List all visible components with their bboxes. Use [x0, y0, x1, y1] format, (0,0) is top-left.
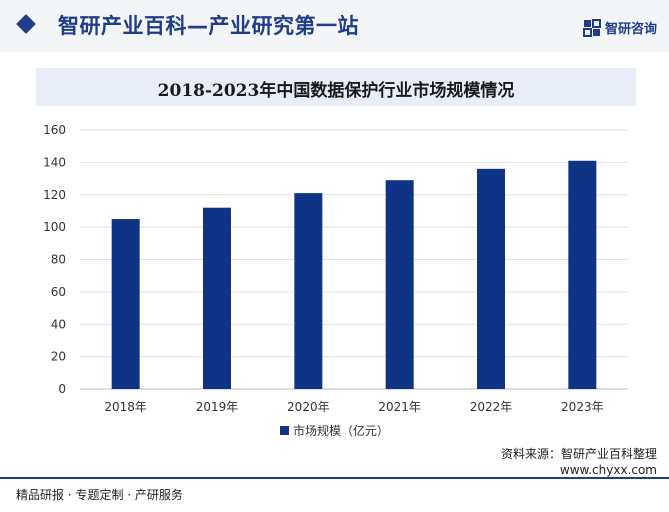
source-line: 资料来源：智研产业百科整理	[500, 447, 657, 461]
legend-swatch	[280, 426, 289, 435]
chart-title: 2018-2023年中国数据保护行业市场规模情况	[157, 81, 515, 101]
bar	[203, 207, 231, 389]
source-note: 资料来源：智研产业百科整理 www.chyxx.com	[501, 446, 657, 478]
bar	[294, 193, 323, 389]
source-url: www.chyxx.com	[559, 463, 657, 477]
y-tick-label: 140	[43, 155, 66, 169]
bar	[477, 168, 505, 389]
brand-name: 智研咨询	[604, 22, 657, 37]
page-header: 智研产业百科—产业研究第一站 智研咨询	[0, 0, 669, 52]
brand-logo[interactable]: 智研咨询	[582, 18, 657, 37]
bar	[568, 160, 597, 389]
bar-chart: 0 20 40 60 80 100 120 140 160 2018年 2019年 2020年 2021…	[43, 123, 628, 438]
x-tick-label: 2022年	[470, 400, 513, 414]
y-tick-label: 120	[43, 188, 66, 202]
chart-title-bar: 2018-2023年中国数据保护行业市场规模情况	[36, 68, 636, 106]
y-tick-label: 40	[51, 317, 66, 331]
diamond-icon	[16, 14, 36, 34]
bar	[385, 180, 414, 389]
brand-logo-icon	[582, 18, 601, 37]
y-tick-label: 60	[51, 285, 66, 299]
x-tick-label: 2023年	[561, 400, 604, 414]
bar	[111, 219, 140, 389]
y-tick-label: 20	[51, 350, 66, 364]
x-tick-label: 2019年	[196, 400, 239, 414]
y-tick-label: 0	[58, 382, 66, 396]
footer-services: 精品研报 · 专题定制 · 产研服务	[16, 488, 183, 502]
header-title: 智研产业百科—产业研究第一站	[58, 14, 359, 38]
y-tick-label: 160	[43, 123, 66, 137]
footer-divider	[0, 477, 669, 479]
x-tick-label: 2021年	[378, 400, 421, 414]
x-tick-label: 2018年	[104, 400, 147, 414]
x-tick-label: 2020年	[287, 400, 330, 414]
y-tick-label: 100	[43, 220, 66, 234]
y-tick-label: 80	[51, 253, 66, 267]
legend-label: 市场规模（亿元）	[293, 423, 389, 438]
